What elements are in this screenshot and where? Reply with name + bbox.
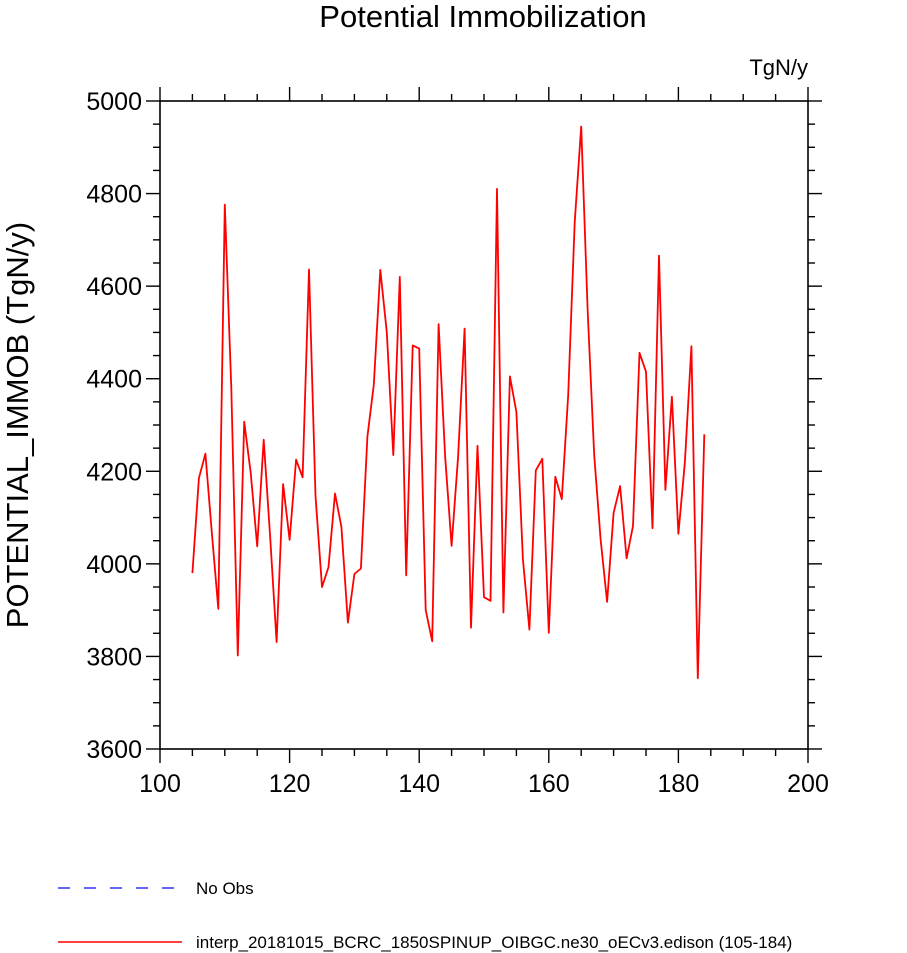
y-tick-label: 4000 (86, 551, 142, 579)
x-axis-ticks: 100 120 140 160 180 200 (139, 87, 829, 798)
chart-title: Potential Immobilization (319, 0, 646, 34)
y-tick-label: 4600 (86, 273, 142, 301)
x-tick-label: 140 (398, 770, 440, 798)
series-layer (191, 125, 706, 680)
legend-label-0: No Obs (196, 879, 254, 898)
x-tick-label: 200 (787, 770, 829, 798)
y-tick-label: 4800 (86, 181, 142, 209)
y-axis-ticks: 3600 3800 4000 4200 4400 4600 4800 5000 (86, 88, 822, 764)
y-tick-label: 3800 (86, 643, 142, 671)
x-tick-label: 180 (658, 770, 700, 798)
y-tick-label: 4400 (86, 366, 142, 394)
x-tick-label: 160 (528, 770, 570, 798)
y-tick-label: 5000 (86, 88, 142, 116)
legend: No Obs interp_20181015_BCRC_1850SPINUP_OI… (58, 879, 792, 952)
x-tick-label: 100 (139, 770, 181, 798)
x-tick-label: 120 (269, 770, 311, 798)
legend-label-1: interp_20181015_BCRC_1850SPINUP_OIBGC.ne… (196, 933, 792, 952)
series-line-1 (191, 125, 706, 680)
y-tick-label: 3600 (86, 736, 142, 764)
y-tick-label: 4200 (86, 458, 142, 486)
plot-frame (159, 100, 809, 750)
units-label: TgN/y (749, 55, 808, 80)
y-axis-label: POTENTIAL_IMMOB (TgN/y) (0, 222, 35, 628)
